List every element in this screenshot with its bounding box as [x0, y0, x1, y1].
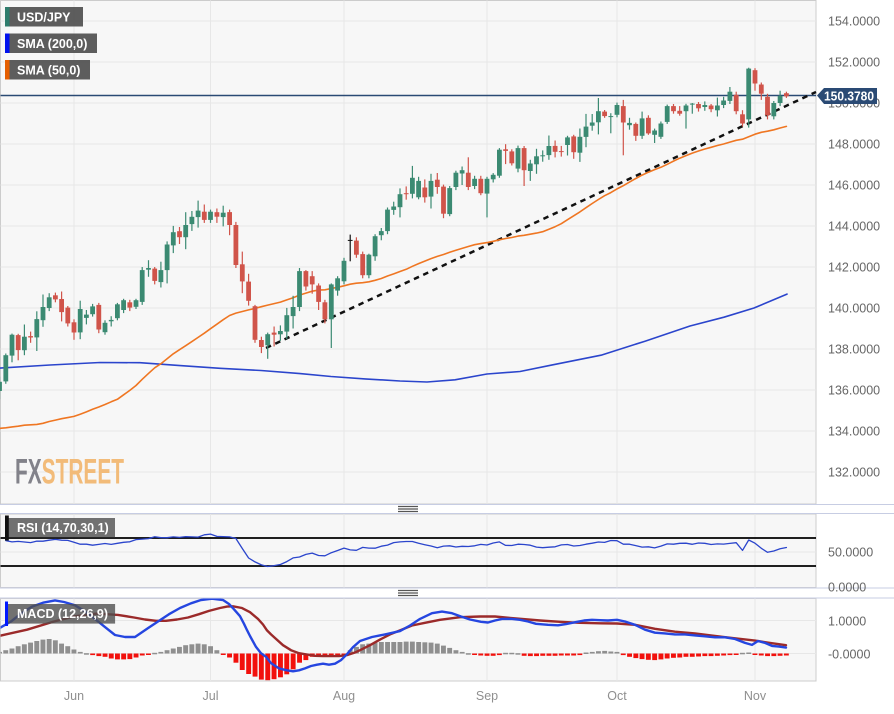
svg-text:SMA (200,0): SMA (200,0)	[17, 37, 87, 51]
svg-text:FXSTREET: FXSTREET	[15, 453, 124, 492]
svg-text:146.0000: 146.0000	[828, 179, 880, 193]
svg-text:150.3780: 150.3780	[824, 90, 874, 104]
svg-text:MACD (12,26,9): MACD (12,26,9)	[17, 607, 108, 621]
svg-text:140.0000: 140.0000	[828, 302, 880, 316]
svg-text:142.0000: 142.0000	[828, 261, 880, 275]
svg-text:Oct: Oct	[607, 689, 627, 703]
svg-text:132.0000: 132.0000	[828, 466, 880, 480]
svg-text:RSI (14,70,30,1): RSI (14,70,30,1)	[17, 521, 109, 535]
svg-text:USD/JPY: USD/JPY	[17, 10, 71, 24]
svg-text:50.0000: 50.0000	[828, 546, 873, 560]
svg-text:136.0000: 136.0000	[828, 384, 880, 398]
svg-text:-0.0000: -0.0000	[828, 648, 870, 662]
svg-text:144.0000: 144.0000	[828, 220, 880, 234]
svg-text:Aug: Aug	[333, 689, 355, 703]
svg-text:0.0000: 0.0000	[828, 581, 866, 595]
svg-text:Nov: Nov	[744, 689, 767, 703]
svg-text:Jul: Jul	[203, 689, 219, 703]
svg-text:1.0000: 1.0000	[828, 615, 866, 629]
svg-text:Sep: Sep	[476, 689, 498, 703]
svg-text:148.0000: 148.0000	[828, 138, 880, 152]
svg-text:134.0000: 134.0000	[828, 425, 880, 439]
svg-text:138.0000: 138.0000	[828, 343, 880, 357]
svg-text:154.0000: 154.0000	[828, 15, 880, 29]
svg-text:SMA (50,0): SMA (50,0)	[17, 63, 80, 77]
svg-text:Jun: Jun	[64, 689, 84, 703]
svg-text:152.0000: 152.0000	[828, 56, 880, 70]
